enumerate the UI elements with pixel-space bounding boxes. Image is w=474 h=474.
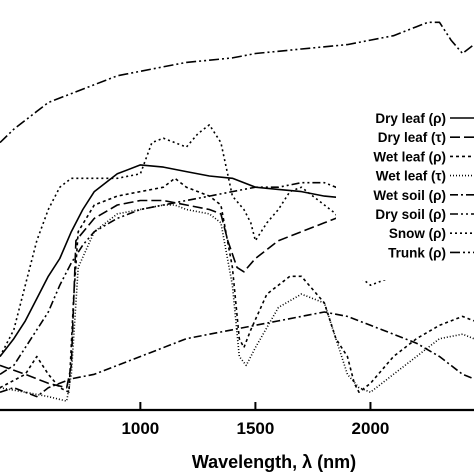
x-tick-label-1500: 1500 (236, 419, 274, 438)
legend-label-dry-leaf-tau: Dry leaf (τ) (378, 130, 446, 145)
legend-label-dry-leaf-rho: Dry leaf (ρ) (375, 111, 446, 126)
legend-label-wet-leaf-rho: Wet leaf (ρ) (373, 149, 446, 164)
legend-background (336, 104, 474, 280)
series-line-wet-soil-rho (0, 311, 474, 398)
legend-label-trunk-rho: Trunk (ρ) (388, 245, 446, 260)
series-layer (0, 21, 474, 402)
x-tick-label-2000: 2000 (352, 419, 390, 438)
series-line-wet-leaf-rho (0, 177, 474, 393)
legend-label-wet-soil-rho: Wet soil (ρ) (373, 188, 446, 203)
x-tick-label-1000: 1000 (121, 419, 159, 438)
x-axis-title: Wavelength, λ (nm) (192, 452, 356, 472)
series-line-wet-leaf-tau (0, 204, 474, 402)
legend-label-wet-leaf-tau: Wet leaf (τ) (376, 169, 446, 184)
x-axis-ticks: 1000 1500 2000 (121, 402, 389, 438)
legend-label-dry-soil-rho: Dry soil (ρ) (375, 207, 446, 222)
legend-label-snow-rho: Snow (ρ) (389, 226, 446, 241)
legend: Dry leaf (ρ) Dry leaf (τ) Wet leaf (ρ) Wet … (336, 104, 474, 280)
series-line-trunk-rho (0, 21, 474, 144)
